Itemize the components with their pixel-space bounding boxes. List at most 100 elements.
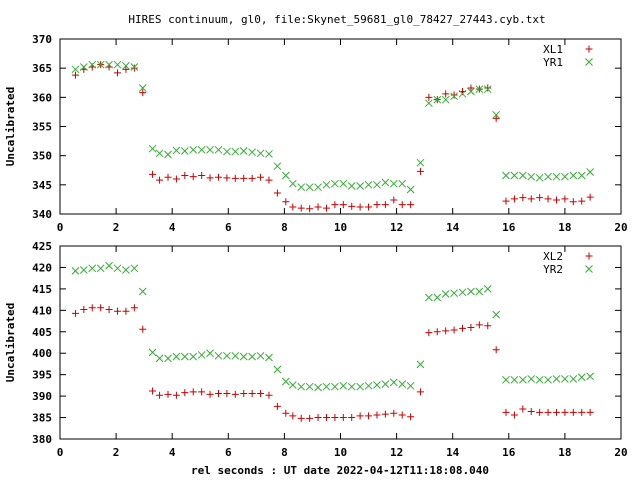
data-point — [113, 60, 122, 69]
data-point — [510, 195, 518, 203]
data-point — [257, 173, 265, 181]
data-point — [544, 408, 552, 416]
data-point — [214, 351, 223, 360]
data-point — [586, 193, 594, 201]
data-point — [206, 145, 214, 154]
data-point — [578, 197, 586, 205]
data-point — [265, 353, 273, 362]
data-point — [239, 352, 248, 361]
data-point — [398, 179, 407, 188]
y-tick-label: 400 — [32, 347, 52, 360]
data-point — [223, 351, 231, 360]
data-point — [552, 375, 561, 383]
data-point — [381, 178, 390, 187]
data-point — [181, 172, 189, 179]
data-point — [180, 147, 189, 155]
data-point — [450, 92, 458, 101]
data-point — [331, 179, 339, 188]
data-point — [282, 198, 290, 206]
data-point — [164, 150, 172, 159]
data-point — [373, 381, 381, 389]
data-point — [492, 346, 500, 354]
data-point — [569, 171, 578, 180]
data-point — [536, 194, 544, 202]
x-tick-label: 10 — [334, 221, 347, 234]
data-point — [561, 408, 569, 416]
data-point — [88, 60, 97, 69]
data-point — [450, 91, 458, 99]
data-point — [510, 171, 519, 180]
data-point — [518, 375, 527, 384]
data-point — [105, 305, 113, 313]
data-point — [467, 87, 475, 96]
data-point — [198, 172, 206, 179]
x-tick-label: 0 — [57, 221, 64, 234]
x-tick-label: 8 — [281, 221, 288, 234]
data-point — [492, 310, 501, 319]
y-tick-label: 425 — [32, 240, 52, 253]
data-point — [181, 389, 189, 397]
data-point — [348, 202, 356, 210]
data-point — [348, 414, 356, 422]
data-point — [289, 203, 297, 211]
legend-marker — [585, 45, 593, 53]
data-point — [130, 63, 139, 71]
y-tick-label: 345 — [32, 179, 52, 192]
data-point — [314, 383, 322, 392]
data-point — [552, 172, 561, 181]
y-tick-label: 385 — [32, 412, 52, 425]
series-YR2 — [71, 261, 594, 392]
data-point — [114, 69, 122, 77]
plot-frame — [59, 245, 622, 440]
data-point — [148, 144, 157, 153]
data-point — [483, 285, 492, 293]
data-point — [535, 173, 544, 182]
data-point — [223, 147, 231, 156]
data-point — [510, 375, 519, 384]
series-XL2 — [71, 304, 594, 422]
series-YR1 — [71, 60, 594, 194]
x-tick-label: 2 — [113, 446, 120, 459]
x-axis-label: rel seconds : UT date 2022-04-12T11:18:0… — [191, 464, 489, 477]
data-point — [223, 390, 231, 398]
data-point — [189, 352, 198, 361]
x-tick-label: 4 — [169, 221, 176, 234]
y-tick-label: 360 — [32, 91, 52, 104]
legend-marker — [585, 265, 593, 273]
data-point — [416, 167, 424, 175]
data-point — [425, 99, 433, 108]
data-point — [155, 354, 164, 363]
data-point — [365, 203, 373, 211]
data-point — [189, 173, 197, 181]
data-point — [265, 391, 273, 399]
data-point — [433, 95, 442, 104]
data-point — [389, 378, 398, 387]
x-tick-label: 6 — [225, 446, 232, 459]
data-point — [390, 196, 398, 204]
data-point — [331, 382, 339, 391]
data-point — [475, 287, 484, 296]
data-point — [122, 266, 130, 274]
data-point — [149, 387, 157, 395]
data-point — [407, 201, 415, 209]
data-point — [389, 179, 398, 188]
data-point — [502, 375, 510, 384]
data-point — [305, 382, 314, 391]
data-point — [306, 205, 314, 213]
y-tick-label: 380 — [32, 433, 52, 446]
data-point — [390, 409, 398, 417]
data-point — [569, 408, 577, 416]
data-point — [164, 390, 172, 398]
data-point — [180, 352, 189, 361]
data-point — [406, 185, 415, 194]
series-XL1 — [71, 61, 594, 213]
data-point — [373, 411, 381, 419]
data-point — [381, 410, 389, 418]
data-point — [467, 287, 475, 296]
data-point — [248, 352, 256, 361]
data-point — [322, 180, 331, 189]
data-point — [425, 93, 433, 101]
data-point — [206, 174, 214, 182]
data-point — [450, 289, 458, 298]
data-point — [297, 382, 306, 391]
